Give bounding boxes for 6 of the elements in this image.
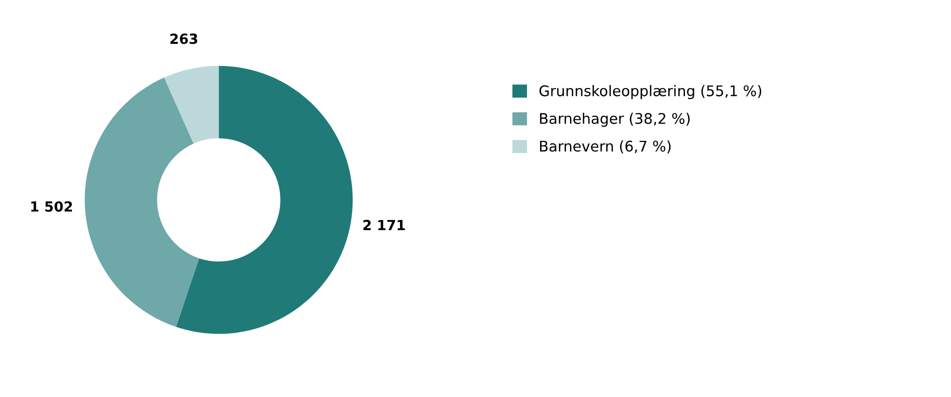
data-label: 263 (170, 34, 198, 44)
data-label: 2 171 (363, 220, 405, 230)
data-label: 1 502 (31, 201, 72, 212)
legend-label: Grunnskoleopplæring (55,1 %) (539, 85, 762, 100)
legend-label: Barnehager (38,2 %) (540, 112, 690, 127)
legend-label: Barnevern (6,7 %) (540, 140, 671, 154)
